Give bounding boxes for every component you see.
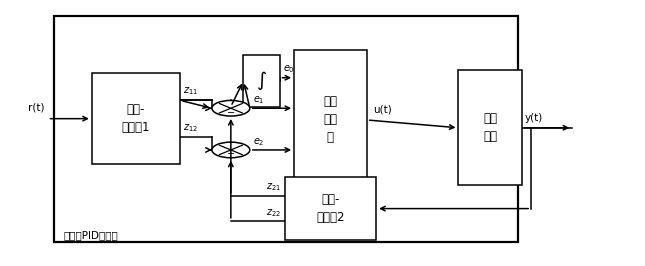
Text: y(t): y(t) [525,113,543,123]
Text: 跟踪-
微分器1: 跟踪- 微分器1 [122,103,150,134]
FancyBboxPatch shape [294,49,367,190]
Text: ∫: ∫ [257,71,267,90]
Circle shape [212,142,250,158]
FancyBboxPatch shape [54,16,519,243]
Circle shape [212,101,250,116]
Text: $e_0$: $e_0$ [283,63,295,75]
Text: $e_2$: $e_2$ [253,136,264,148]
Text: 非线
性组
合: 非线 性组 合 [323,95,337,144]
Text: $z_{11}$: $z_{11}$ [183,85,199,97]
Text: 跟踪-
微分器2: 跟踪- 微分器2 [316,193,344,224]
Text: $e_1$: $e_1$ [253,94,264,106]
Text: −: − [227,149,235,159]
Text: −: − [227,107,235,118]
Text: 被控
对象: 被控 对象 [483,112,497,143]
Text: u(t): u(t) [373,105,392,115]
Text: $z_{22}$: $z_{22}$ [266,207,281,218]
Text: $z_{21}$: $z_{21}$ [266,182,281,193]
FancyBboxPatch shape [459,70,522,185]
Text: 非线性PID控制器: 非线性PID控制器 [63,230,118,240]
Text: $z_{12}$: $z_{12}$ [183,122,199,134]
FancyBboxPatch shape [92,73,180,164]
FancyBboxPatch shape [284,177,376,240]
Text: r(t): r(t) [28,102,45,112]
FancyBboxPatch shape [243,55,280,107]
